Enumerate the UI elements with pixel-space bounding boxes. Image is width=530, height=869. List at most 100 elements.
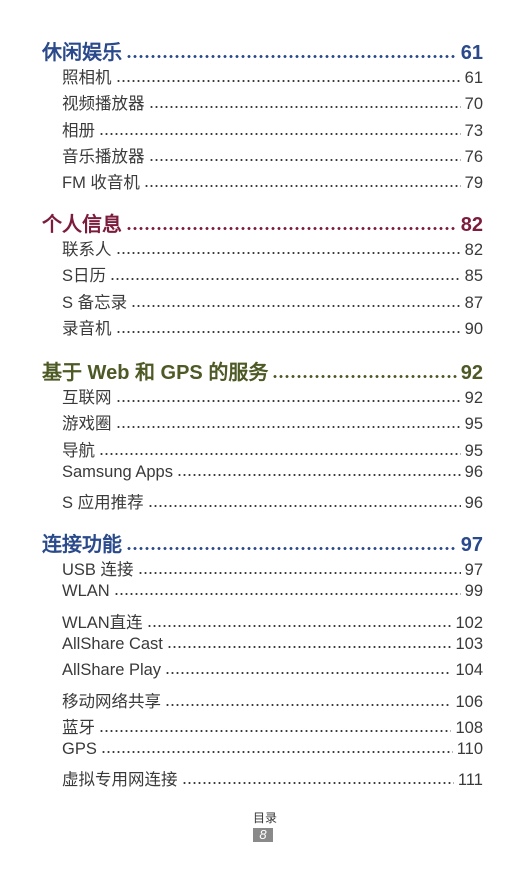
dot-leader — [115, 425, 461, 430]
entry-label: AllShare Play — [62, 661, 162, 680]
section-heading: 基于 Web 和 GPS 的服务 92 — [0, 356, 530, 385]
dot-leader — [143, 184, 461, 189]
entry-page: 79 — [464, 174, 483, 193]
dot-leader — [165, 702, 452, 707]
toc-entry: WLAN直连 102 — [0, 609, 530, 633]
entry-label: WLAN — [62, 582, 110, 601]
dot-leader — [137, 571, 461, 575]
toc-entry: 联系人 82 — [0, 236, 530, 260]
entry-page: 96 — [464, 494, 483, 513]
entry-page: 102 — [455, 613, 483, 632]
entry-page: 70 — [464, 95, 483, 114]
dot-leader — [115, 79, 461, 83]
toc-entry: S日历 85 — [0, 262, 530, 286]
toc-entry: 照相机 61 — [0, 64, 530, 88]
toc-entry: 蓝牙 108 — [0, 714, 530, 738]
section-heading: 连接功能 97 — [0, 528, 530, 557]
section-title: 休闲娱乐 — [42, 42, 122, 64]
toc-entry: 导航 95 — [0, 437, 530, 461]
dot-leader — [99, 131, 461, 136]
toc-entry: USB 连接 97 — [0, 556, 530, 580]
entry-page: 87 — [464, 293, 483, 312]
entry-label: 照相机 — [62, 69, 112, 87]
entry-page: 97 — [464, 561, 483, 579]
section-title: 基于 Web 和 GPS 的服务 — [42, 362, 269, 384]
entry-page: 110 — [456, 740, 483, 759]
entry-label: 相册 — [62, 121, 95, 140]
entry-label: Samsung Apps — [62, 462, 173, 481]
entry-label: 导航 — [62, 441, 95, 460]
section-page: 82 — [460, 214, 483, 236]
section-page: 97 — [460, 534, 483, 556]
entry-label: GPS — [62, 740, 97, 759]
section-page: 92 — [460, 362, 483, 384]
toc-entry: 录音机 90 — [0, 315, 530, 339]
entry-label: 互联网 — [62, 389, 112, 407]
entry-page: 96 — [464, 462, 483, 481]
dot-leader — [99, 451, 461, 456]
dot-leader — [113, 592, 461, 597]
entry-page: 99 — [464, 582, 483, 601]
toc-entry: 视频播放器 70 — [0, 90, 530, 114]
entry-page: 111 — [457, 771, 483, 790]
dot-leader — [131, 303, 461, 308]
section-title: 连接功能 — [42, 534, 122, 556]
page-number: 8 — [253, 828, 273, 842]
toc-entry: 相册 73 — [0, 117, 530, 141]
entry-label: 游戏圈 — [62, 415, 112, 434]
toc-entry: Samsung Apps 96 — [0, 463, 530, 482]
dot-leader — [115, 251, 461, 255]
toc-entry: 移动网络共享 106 — [0, 688, 530, 712]
section-title: 个人信息 — [42, 214, 122, 236]
dot-leader — [100, 750, 453, 755]
dot-leader — [148, 105, 461, 110]
toc-entry: 互联网 92 — [0, 384, 530, 408]
entry-label: 音乐播放器 — [62, 147, 145, 166]
entry-label: 蓝牙 — [62, 718, 95, 737]
dot-leader — [126, 54, 457, 59]
entry-page: 103 — [455, 634, 483, 653]
entry-label: FM 收音机 — [62, 174, 140, 193]
toc-entry: AllShare Play 104 — [0, 661, 530, 680]
toc-entry: FM 收音机 79 — [0, 169, 530, 193]
dot-leader — [148, 157, 461, 162]
entry-page: 61 — [464, 69, 483, 87]
toc-entry: 音乐播放器 76 — [0, 143, 530, 167]
entry-label: USB 连接 — [62, 561, 134, 579]
toc-entry: 虚拟专用网连接 111 — [0, 766, 530, 790]
entry-page: 108 — [455, 718, 483, 737]
entry-page: 73 — [464, 121, 483, 140]
entry-page: 90 — [464, 319, 483, 338]
entry-page: 92 — [464, 389, 483, 407]
toc-entry: AllShare Cast 103 — [0, 635, 530, 654]
dot-leader — [115, 399, 461, 403]
entry-page: 95 — [464, 441, 483, 460]
entry-label: S 备忘录 — [62, 293, 128, 312]
dot-leader — [165, 671, 452, 676]
dot-leader — [272, 374, 457, 379]
entry-page: 76 — [464, 147, 483, 166]
toc-entry: GPS 110 — [0, 740, 530, 759]
entry-page: 106 — [455, 692, 483, 711]
dot-leader — [99, 728, 452, 733]
entry-page: 95 — [464, 415, 483, 434]
dot-leader — [126, 546, 457, 551]
entry-label: 录音机 — [62, 319, 112, 338]
entry-label: WLAN直连 — [62, 613, 143, 632]
entry-page: 82 — [464, 241, 483, 259]
dot-leader — [177, 472, 461, 477]
entry-label: S 应用推荐 — [62, 494, 144, 513]
toc-entry: 游戏圈 95 — [0, 410, 530, 434]
dot-leader — [126, 226, 457, 231]
dot-leader — [181, 781, 454, 786]
dot-leader — [115, 329, 461, 334]
section-heading: 个人信息 82 — [0, 208, 530, 237]
entry-label: AllShare Cast — [62, 634, 163, 653]
entry-label: 联系人 — [62, 241, 112, 259]
section-heading: 休闲娱乐 61 — [0, 36, 530, 65]
entry-label: S日历 — [62, 267, 107, 286]
dot-leader — [146, 623, 452, 628]
entry-label: 虚拟专用网连接 — [62, 771, 178, 790]
toc-entry: S 应用推荐 96 — [0, 489, 530, 513]
